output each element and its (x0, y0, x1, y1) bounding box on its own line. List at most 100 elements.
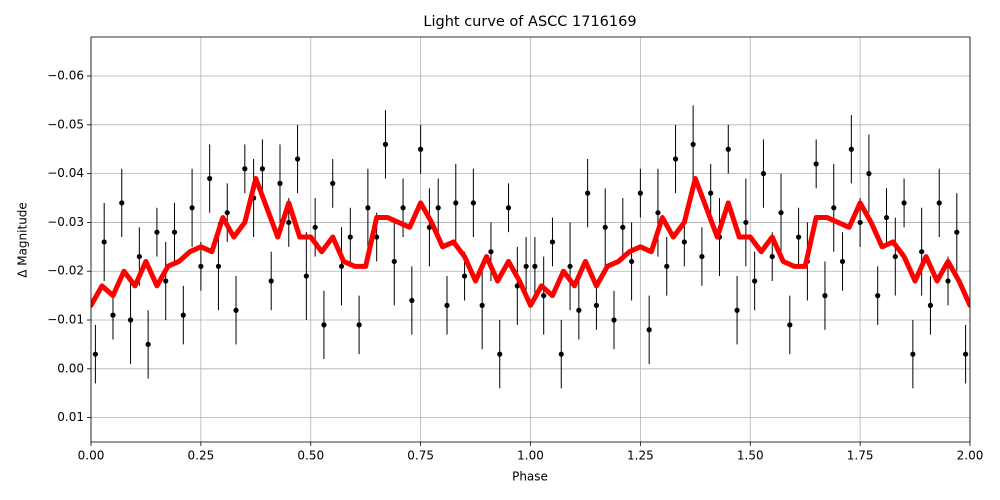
data-point (681, 239, 687, 245)
data-point (365, 205, 371, 211)
data-point (242, 166, 248, 172)
data-point (110, 312, 116, 318)
x-tick-label: 0.25 (188, 449, 215, 463)
data-point (330, 180, 336, 186)
y-axis-label: Δ Magnitude (16, 202, 30, 278)
data-point (672, 156, 679, 162)
x-tick-label: 1.00 (517, 449, 544, 463)
data-point (839, 258, 846, 265)
data-point (312, 224, 318, 230)
data-point (936, 200, 942, 206)
y-tick-label: −0.03 (47, 215, 84, 229)
x-axis-label: Phase (512, 470, 548, 484)
data-point (488, 249, 494, 255)
data-point (479, 302, 485, 308)
data-point (127, 317, 134, 323)
data-point (963, 351, 969, 357)
x-tick-label: 0.75 (407, 449, 434, 463)
y-tick-label: −0.05 (47, 117, 84, 131)
data-point (919, 249, 925, 255)
data-point (541, 293, 547, 299)
data-point (927, 302, 934, 308)
data-point (505, 205, 512, 211)
plot-area (91, 105, 970, 389)
y-tick-label: −0.06 (47, 69, 84, 83)
data-point (303, 273, 309, 279)
data-point (215, 263, 222, 269)
data-point (734, 307, 740, 313)
data-point (725, 146, 731, 152)
x-tick-label: 1.25 (627, 449, 654, 463)
data-point (435, 205, 441, 211)
data-point (444, 302, 450, 308)
data-point (549, 239, 556, 245)
data-point (207, 175, 213, 182)
data-point (259, 166, 266, 172)
data-point (409, 297, 415, 304)
data-point (154, 229, 160, 235)
data-point (585, 190, 591, 196)
data-point (356, 322, 362, 328)
data-point (145, 341, 151, 348)
data-point (637, 190, 643, 196)
data-point (576, 307, 582, 313)
x-tick-label: 1.75 (847, 449, 874, 463)
y-tick-label: −0.02 (47, 264, 84, 278)
data-point (92, 351, 98, 357)
data-point (664, 263, 670, 269)
data-point (690, 141, 696, 147)
data-point (391, 258, 397, 265)
data-point (620, 224, 626, 230)
data-point (136, 253, 142, 260)
data-point (945, 278, 951, 284)
data-point (453, 200, 459, 206)
data-point (954, 229, 960, 235)
y-tick-label: 0.01 (57, 410, 84, 424)
data-point (382, 141, 389, 147)
data-point (769, 253, 775, 260)
data-point (875, 293, 881, 299)
chart-title: Light curve of ASCC 1716169 (423, 14, 636, 30)
x-tick-label: 1.50 (737, 449, 764, 463)
data-point (461, 273, 468, 279)
data-point (294, 156, 301, 162)
data-point (813, 161, 819, 167)
data-point (224, 210, 230, 216)
data-point (347, 234, 353, 240)
data-point (567, 263, 573, 269)
data-point (233, 307, 239, 313)
data-point (171, 229, 178, 235)
data-point (593, 302, 600, 308)
data-point (277, 180, 283, 186)
data-point (163, 278, 169, 284)
data-point (866, 171, 872, 177)
data-point (286, 219, 292, 226)
data-point (743, 219, 749, 226)
ticks: 0.00 0.25 0.50 0.75 1.00 1.25 1.50 1.75 2.00 −0.0… (47, 69, 983, 463)
data-point (831, 205, 837, 211)
data-point (400, 205, 406, 211)
data-point (787, 322, 793, 328)
data-point (523, 263, 529, 269)
data-point (497, 351, 503, 357)
data-point (180, 312, 186, 318)
data-point (646, 327, 652, 333)
data-point (418, 146, 424, 152)
data-point (189, 205, 195, 211)
data-point (198, 263, 204, 269)
y-tick-label: −0.04 (47, 166, 84, 180)
x-tick-label: 0.50 (297, 449, 324, 463)
data-point (795, 234, 802, 240)
data-point (910, 351, 916, 357)
data-point (101, 239, 107, 245)
data-point (338, 263, 345, 269)
data-point (883, 214, 890, 221)
data-point (822, 293, 828, 299)
data-point (699, 253, 705, 260)
data-point (532, 263, 538, 269)
data-point (708, 190, 714, 196)
data-point (655, 210, 661, 216)
data-point (760, 171, 767, 177)
